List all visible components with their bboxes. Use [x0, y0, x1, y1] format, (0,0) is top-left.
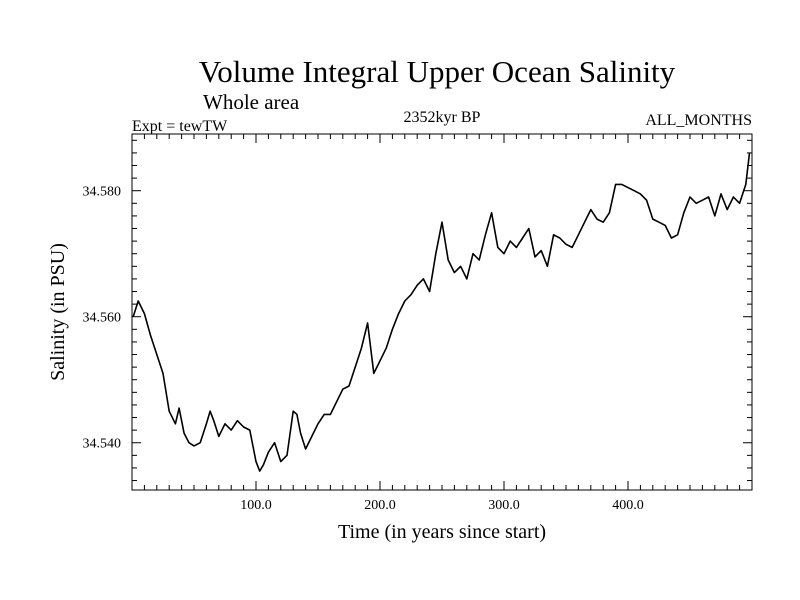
- series-line: [132, 152, 751, 472]
- y-tick-label: 34.540: [83, 437, 122, 452]
- x-tick-label: 400.0: [612, 498, 644, 513]
- x-tick-label: 100.0: [240, 498, 272, 513]
- left-header: Expt = tewTW: [132, 118, 228, 135]
- x-tick-label: 200.0: [364, 498, 396, 513]
- y-tick-label: 34.560: [83, 311, 122, 326]
- plot-frame: [131, 133, 753, 491]
- y-axis-label: Salinity (in PSU): [47, 243, 69, 381]
- x-tick-label: 300.0: [488, 498, 520, 513]
- y-tick-label: 34.580: [83, 185, 122, 200]
- center-header: 2352kyr BP: [404, 109, 481, 126]
- chart-title: Volume Integral Upper Ocean Salinity: [199, 54, 676, 89]
- axis-ticks: [132, 134, 752, 490]
- x-axis-label: Time (in years since start): [338, 521, 546, 543]
- tick-labels: 100.0 200.0 300.0 400.0 34.540 34.560 34.580: [83, 185, 644, 513]
- right-header: ALL_MONTHS: [645, 112, 752, 129]
- chart-subtitle: Whole area: [203, 90, 300, 114]
- series-group: [132, 152, 751, 472]
